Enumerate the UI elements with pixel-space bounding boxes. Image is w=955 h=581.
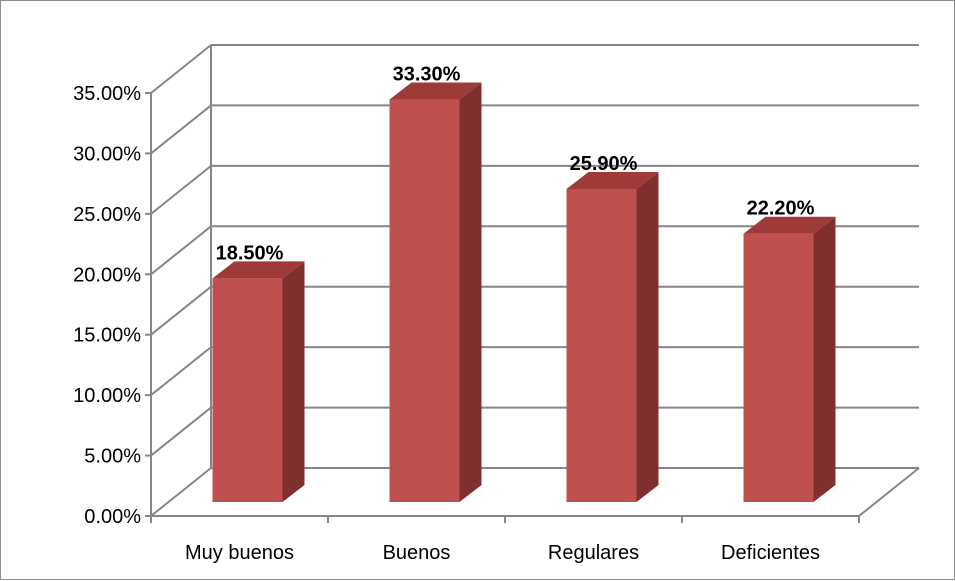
y-tick-label: 25.00% bbox=[73, 204, 141, 226]
gridline-diagonal bbox=[150, 44, 212, 94]
floor-right-edge bbox=[858, 467, 920, 517]
bar bbox=[389, 99, 460, 502]
gridline-diagonal bbox=[150, 104, 212, 155]
y-tick-label: 20.00% bbox=[73, 264, 141, 286]
bar-top bbox=[566, 171, 659, 189]
gridline-diagonal bbox=[150, 406, 212, 457]
bar-side bbox=[636, 171, 659, 503]
bar-top bbox=[743, 216, 836, 234]
category-label: Muy buenos bbox=[185, 542, 294, 564]
bar bbox=[743, 233, 814, 502]
category-label: Regulares bbox=[548, 542, 639, 564]
bar-side bbox=[459, 82, 482, 502]
labels: 0.00% 5.00% 10.00% 15.00% 20.00% 25.00% 30.00%… bbox=[73, 64, 820, 564]
gridline-diagonal bbox=[150, 467, 212, 517]
y-tick-label: 15.00% bbox=[73, 325, 141, 347]
y-tick-label: 5.00% bbox=[84, 446, 141, 468]
gridline-diagonal bbox=[150, 285, 212, 336]
data-label: 25.90% bbox=[570, 153, 638, 175]
data-label: 22.20% bbox=[747, 198, 815, 220]
bar-top bbox=[212, 261, 305, 279]
gridline-diagonal bbox=[150, 225, 212, 276]
y-tick-label: 30.00% bbox=[73, 143, 141, 165]
bars bbox=[212, 82, 836, 503]
y-tick-label: 10.00% bbox=[73, 385, 141, 407]
data-label: 33.30% bbox=[393, 64, 461, 86]
gridline-diagonal bbox=[150, 346, 212, 396]
data-label: 18.50% bbox=[216, 242, 284, 264]
bar-side bbox=[282, 261, 305, 502]
bar bbox=[566, 188, 637, 503]
category-label: Buenos bbox=[383, 542, 451, 564]
bar-side bbox=[813, 216, 836, 502]
axes bbox=[145, 92, 920, 523]
y-tick-label: 35.00% bbox=[73, 83, 141, 105]
category-label: Deficientes bbox=[721, 542, 820, 564]
bar-top bbox=[389, 82, 482, 100]
y-tick-label: 0.00% bbox=[84, 506, 141, 528]
gridline-diagonal bbox=[150, 165, 212, 215]
bar bbox=[212, 278, 283, 502]
